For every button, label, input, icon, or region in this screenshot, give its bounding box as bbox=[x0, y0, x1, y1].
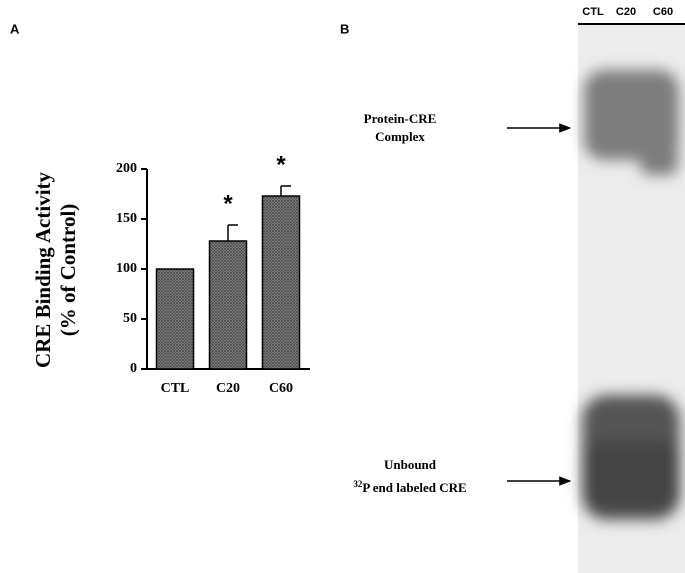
band-label-text: P end labeled CRE bbox=[362, 480, 466, 495]
x-tick-label: C60 bbox=[269, 381, 293, 396]
y-tick-label: 150 bbox=[116, 211, 137, 226]
panel-label: A bbox=[10, 21, 20, 36]
bar bbox=[155, 268, 195, 370]
bar bbox=[208, 240, 248, 370]
band-label: 32P end labeled CRE bbox=[353, 479, 466, 495]
lane-label: C20 bbox=[616, 6, 636, 18]
y-tick-label: 0 bbox=[130, 361, 137, 376]
x-tick-label: CTL bbox=[161, 381, 190, 396]
gel-image bbox=[578, 23, 685, 573]
error-bar bbox=[227, 224, 238, 241]
band-label: Unbound bbox=[384, 457, 437, 472]
band-label: Protein-CRE bbox=[364, 111, 437, 126]
y-tick-label: 100 bbox=[116, 261, 137, 276]
y-tick-label: 50 bbox=[123, 311, 137, 326]
error-bar bbox=[280, 185, 291, 196]
bar bbox=[261, 195, 301, 370]
y-axis-label: CRE Binding Activity (% of Control) bbox=[31, 171, 80, 368]
significance-marker: * bbox=[276, 151, 286, 178]
y-tick-label: 200 bbox=[116, 161, 137, 176]
significance-marker: * bbox=[223, 190, 233, 217]
panel-label: B bbox=[340, 21, 349, 36]
lane-label: CTL bbox=[582, 6, 604, 18]
x-tick-label: C20 bbox=[216, 381, 240, 396]
band-label: Complex bbox=[375, 129, 425, 144]
y-axis-label-line: CRE Binding Activity bbox=[31, 171, 55, 368]
y-axis-label-line: (% of Control) bbox=[56, 204, 80, 337]
superscript: 32 bbox=[353, 479, 363, 489]
lane-label: C60 bbox=[653, 6, 673, 18]
